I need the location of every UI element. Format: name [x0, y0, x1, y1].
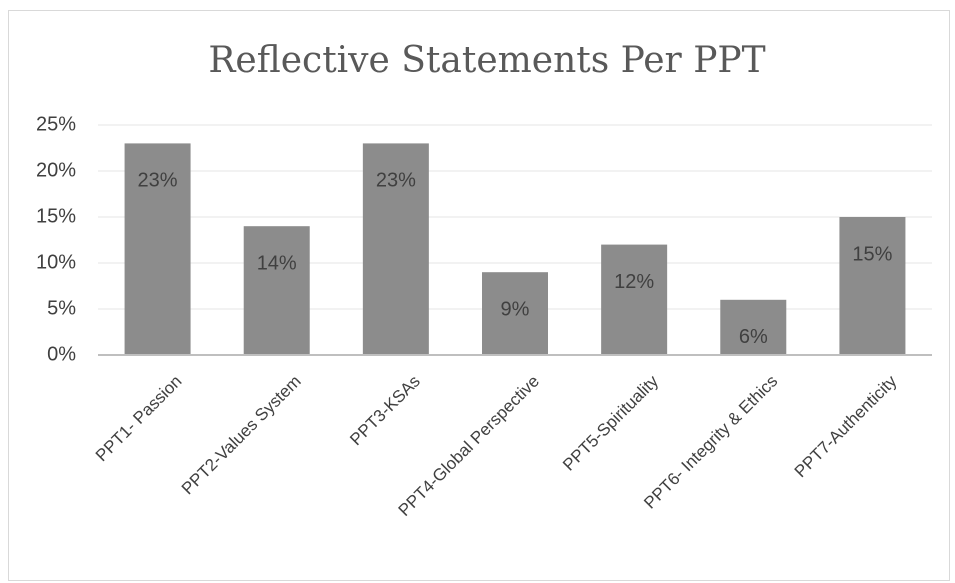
data-label: 9% [501, 298, 530, 320]
data-label: 15% [852, 243, 892, 265]
bar [482, 272, 548, 355]
y-tick-label: 15% [36, 205, 76, 227]
data-label: 6% [739, 326, 768, 348]
chart-title: Reflective Statements Per PPT [208, 40, 765, 81]
y-tick-label: 0% [47, 343, 76, 365]
bar [601, 244, 668, 355]
data-label: 23% [376, 170, 416, 192]
data-label: 12% [614, 271, 654, 293]
data-label: 23% [138, 170, 178, 192]
data-label: 14% [257, 252, 297, 274]
y-tick-label: 25% [36, 113, 76, 135]
bar [124, 143, 191, 355]
bar [362, 143, 429, 355]
y-tick-label: 10% [36, 251, 76, 273]
bar [839, 217, 906, 355]
bar [720, 299, 787, 355]
y-tick-label: 20% [36, 159, 76, 181]
bar [243, 226, 310, 355]
y-tick-label: 5% [47, 297, 76, 319]
